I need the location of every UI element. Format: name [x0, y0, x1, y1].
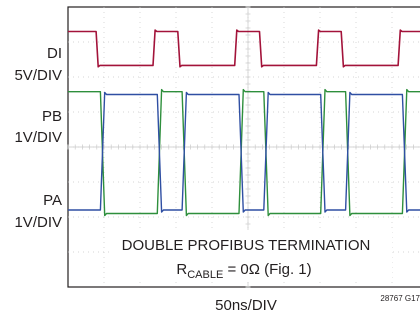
channel-label-pa: PA	[43, 192, 62, 209]
annotation-subscript: CABLE	[187, 269, 223, 281]
grid	[67, 6, 420, 288]
x-axis-label: 50ns/DIV	[215, 297, 277, 314]
annotation-background	[110, 230, 392, 282]
channel-scale-pa: 1V/DIV	[14, 214, 62, 231]
annotation: DOUBLE PROFIBUS TERMINATION RCABLE = 0Ω …	[110, 230, 392, 282]
traces	[68, 29, 420, 217]
channel-scale-pb: 1V/DIV	[14, 129, 62, 146]
figure-id: 28767 G17	[380, 294, 420, 303]
channel-label-di: DI	[47, 45, 62, 62]
channel-scale-di: 5V/DIV	[14, 67, 62, 84]
annotation-value: = 0Ω (Fig. 1)	[223, 261, 311, 278]
trace-pa	[68, 91, 420, 213]
annotation-line-2: RCABLE = 0Ω (Fig. 1)	[176, 261, 311, 281]
trace-pb	[68, 88, 420, 217]
channel-label-pb: PB	[42, 108, 62, 125]
annotation-line-1: DOUBLE PROFIBUS TERMINATION	[122, 237, 371, 254]
annotation-r: R	[176, 261, 187, 278]
trace-di	[68, 29, 420, 68]
